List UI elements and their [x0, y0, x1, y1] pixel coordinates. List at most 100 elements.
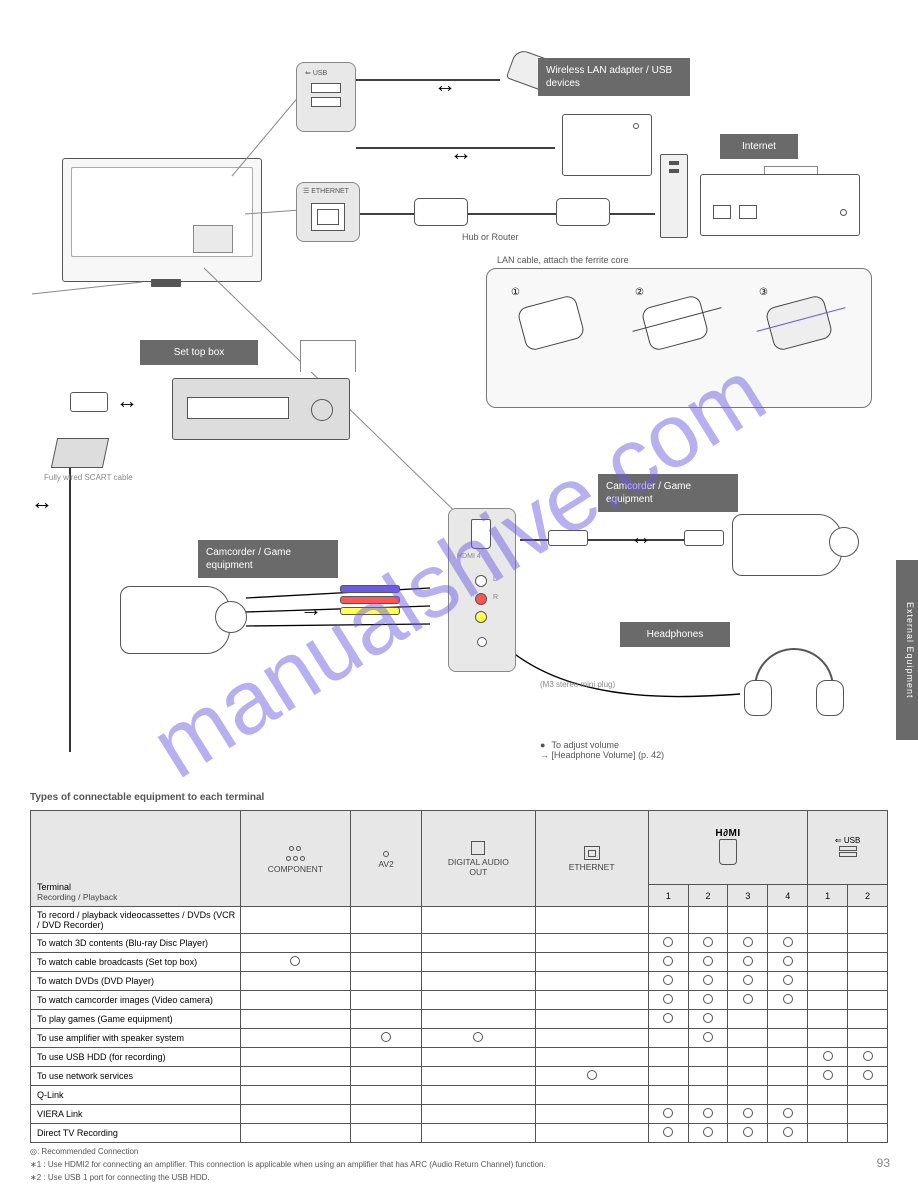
cell — [728, 1105, 768, 1124]
connection-table: Terminal Recording / Playback COMPONENT … — [30, 810, 888, 1182]
mark-icon — [663, 975, 673, 985]
mark-icon — [703, 994, 713, 1004]
cell — [422, 972, 535, 991]
table-row: To watch 3D contents (Blu-ray Disc Playe… — [31, 934, 888, 953]
tv-back-panel — [62, 158, 262, 282]
row-label: To watch camcorder images (Video camera) — [31, 991, 241, 1010]
ferrite-step-1: ① — [511, 287, 520, 298]
cell — [648, 1048, 688, 1067]
mark-icon — [703, 1032, 713, 1042]
hdmi-plug-icon — [70, 392, 108, 412]
cell — [688, 1086, 728, 1105]
row-label: To record / playback videocassettes / DV… — [31, 907, 241, 934]
col-optical-header: DIGITAL AUDIO OUT — [422, 811, 535, 907]
cell — [768, 1010, 808, 1029]
cell — [350, 1105, 421, 1124]
cell — [350, 1067, 421, 1086]
cell — [648, 1086, 688, 1105]
cell — [728, 1124, 768, 1143]
cell — [350, 934, 421, 953]
rca-plugs-icon — [340, 582, 400, 618]
hp-volume-note: ●To adjust volume → [Headphone Volume] (… — [540, 740, 664, 760]
cell — [848, 907, 888, 934]
cell — [688, 1124, 728, 1143]
mark-icon — [783, 956, 793, 966]
cell — [422, 991, 535, 1010]
cell — [350, 972, 421, 991]
cell — [728, 972, 768, 991]
mark-icon — [663, 1013, 673, 1023]
cell — [535, 1048, 648, 1067]
cell — [848, 1086, 888, 1105]
cell — [808, 1048, 848, 1067]
av3-r: R — [493, 594, 498, 601]
col-hdmi-2: 2 — [688, 885, 728, 907]
cell — [768, 991, 808, 1010]
row-label: To use network services — [31, 1067, 241, 1086]
cell — [768, 1086, 808, 1105]
mark-icon — [743, 994, 753, 1004]
cell — [240, 1124, 350, 1143]
cell — [688, 972, 728, 991]
cell — [808, 1029, 848, 1048]
cell — [808, 1010, 848, 1029]
cell — [728, 907, 768, 934]
table-row: Q-Link — [31, 1086, 888, 1105]
cell — [648, 1105, 688, 1124]
mark-icon — [743, 1127, 753, 1137]
table-row: To play games (Game equipment) — [31, 1010, 888, 1029]
cell — [350, 1124, 421, 1143]
cell — [648, 907, 688, 934]
cell — [688, 1067, 728, 1086]
row-label: To watch 3D contents (Blu-ray Disc Playe… — [31, 934, 241, 953]
cell — [848, 972, 888, 991]
table-row: VIERA Link — [31, 1105, 888, 1124]
hp-plug-note: (M3 stereo mini plug) — [540, 680, 615, 689]
cell — [808, 1067, 848, 1086]
scart-plug-icon — [51, 438, 109, 468]
table-row: Direct TV Recording — [31, 1124, 888, 1143]
mark-icon — [823, 1070, 833, 1080]
cell — [848, 1067, 888, 1086]
settop-balloon-pointer — [300, 340, 356, 372]
cell — [688, 1029, 728, 1048]
cell — [648, 1124, 688, 1143]
cell — [535, 972, 648, 991]
rec-symbol: ◎ — [30, 1147, 37, 1156]
cell — [808, 991, 848, 1010]
usb-port-callout: ⇐ USB — [296, 62, 356, 132]
col-ethernet-header: ETHERNET — [535, 811, 648, 907]
mark-icon — [743, 956, 753, 966]
cell — [240, 907, 350, 934]
mark-icon — [703, 956, 713, 966]
cell — [422, 1105, 535, 1124]
mark-icon — [663, 1108, 673, 1118]
mark-icon — [783, 1108, 793, 1118]
footnote-2: ∗2 : Use USB 1 port for connecting the U… — [30, 1173, 888, 1182]
mark-icon — [663, 956, 673, 966]
cell — [688, 953, 728, 972]
cell — [688, 1010, 728, 1029]
page-number: 93 — [877, 1156, 890, 1170]
cell — [688, 907, 728, 934]
cell — [848, 991, 888, 1010]
mark-icon — [743, 975, 753, 985]
mark-icon — [703, 937, 713, 947]
nas-device-icon — [562, 114, 652, 176]
cell — [240, 953, 350, 972]
ethernet-port-callout: ☰ ETHERNET — [296, 182, 360, 242]
cell — [728, 1029, 768, 1048]
cell — [768, 972, 808, 991]
ferrite-label: LAN cable, attach the ferrite core — [497, 255, 629, 265]
cell — [648, 1067, 688, 1086]
cell — [728, 1048, 768, 1067]
sidebar-tab-external-equipment: External Equipment — [896, 560, 918, 740]
cell — [535, 1067, 648, 1086]
row-label: To watch DVDs (DVD Player) — [31, 972, 241, 991]
cell — [240, 1029, 350, 1048]
cell — [535, 934, 648, 953]
ethernet-port-label: ETHERNET — [311, 188, 349, 195]
mark-icon — [863, 1051, 873, 1061]
label-camcorder-right: Camcorder / Game equipment — [598, 474, 738, 512]
cell — [535, 1010, 648, 1029]
